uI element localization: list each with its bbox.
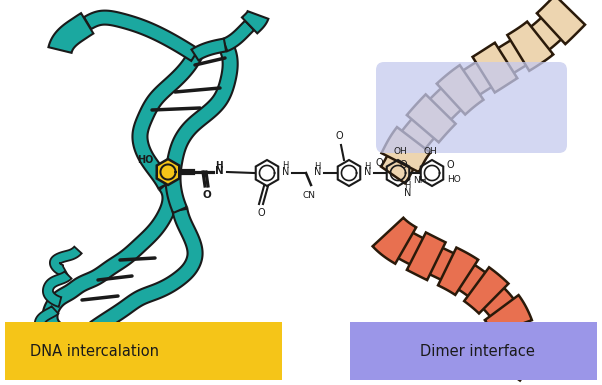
Polygon shape bbox=[493, 37, 532, 76]
Polygon shape bbox=[507, 22, 553, 71]
Text: HO: HO bbox=[137, 155, 153, 165]
Polygon shape bbox=[50, 247, 82, 275]
Polygon shape bbox=[438, 248, 478, 295]
Polygon shape bbox=[91, 209, 202, 334]
Polygon shape bbox=[132, 52, 202, 189]
Polygon shape bbox=[43, 180, 178, 334]
FancyBboxPatch shape bbox=[376, 62, 567, 153]
Text: Dimer interface: Dimer interface bbox=[420, 343, 535, 358]
Text: H: H bbox=[364, 162, 370, 171]
Polygon shape bbox=[464, 267, 509, 313]
Polygon shape bbox=[436, 65, 483, 115]
Polygon shape bbox=[242, 11, 268, 33]
Polygon shape bbox=[256, 160, 278, 186]
Polygon shape bbox=[373, 218, 416, 264]
Text: O: O bbox=[399, 160, 407, 170]
Text: N: N bbox=[282, 167, 290, 177]
Text: N: N bbox=[364, 167, 371, 177]
Text: O: O bbox=[257, 208, 265, 218]
FancyBboxPatch shape bbox=[350, 322, 597, 380]
Text: N: N bbox=[404, 188, 411, 198]
Text: OH: OH bbox=[393, 147, 407, 156]
Text: NH: NH bbox=[413, 176, 426, 184]
Polygon shape bbox=[398, 114, 438, 153]
Polygon shape bbox=[43, 271, 72, 307]
Text: CN: CN bbox=[302, 191, 315, 200]
Polygon shape bbox=[382, 127, 430, 172]
Polygon shape bbox=[394, 231, 427, 267]
Polygon shape bbox=[166, 41, 238, 213]
Polygon shape bbox=[48, 13, 93, 53]
Polygon shape bbox=[455, 262, 489, 299]
Text: H: H bbox=[404, 181, 411, 190]
Polygon shape bbox=[497, 316, 530, 345]
Text: O: O bbox=[203, 190, 211, 200]
Text: O: O bbox=[376, 158, 383, 168]
Polygon shape bbox=[458, 59, 497, 98]
Polygon shape bbox=[496, 353, 529, 380]
Text: OH: OH bbox=[423, 147, 437, 156]
Text: N: N bbox=[215, 166, 224, 176]
Polygon shape bbox=[35, 306, 62, 341]
Polygon shape bbox=[425, 246, 459, 282]
Text: O: O bbox=[447, 160, 455, 170]
Text: H: H bbox=[282, 161, 288, 170]
Polygon shape bbox=[407, 94, 456, 142]
Text: H: H bbox=[215, 161, 223, 170]
Text: O: O bbox=[335, 131, 343, 141]
Polygon shape bbox=[84, 11, 199, 61]
Polygon shape bbox=[537, 0, 585, 44]
Polygon shape bbox=[223, 21, 254, 51]
Polygon shape bbox=[338, 160, 360, 186]
Polygon shape bbox=[485, 295, 532, 335]
Polygon shape bbox=[191, 38, 226, 60]
Text: HO: HO bbox=[447, 174, 461, 184]
Polygon shape bbox=[407, 233, 445, 280]
Text: DNA intercalation: DNA intercalation bbox=[30, 343, 159, 358]
Polygon shape bbox=[381, 151, 416, 183]
Polygon shape bbox=[426, 84, 465, 124]
Polygon shape bbox=[473, 43, 517, 92]
FancyBboxPatch shape bbox=[5, 322, 282, 380]
Text: H: H bbox=[314, 162, 320, 171]
Polygon shape bbox=[157, 159, 179, 185]
Text: N: N bbox=[314, 167, 321, 177]
Polygon shape bbox=[480, 284, 517, 320]
Polygon shape bbox=[494, 336, 537, 368]
Polygon shape bbox=[527, 14, 566, 54]
